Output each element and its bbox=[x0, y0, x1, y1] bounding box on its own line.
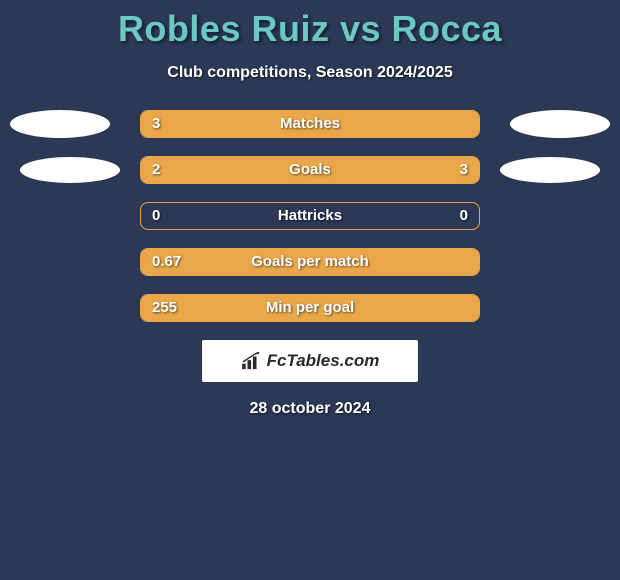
logo-box: FcTables.com bbox=[202, 340, 418, 382]
stat-row: Hattricks00 bbox=[0, 202, 620, 230]
bar-fill-left bbox=[141, 295, 479, 321]
player-marker-left bbox=[10, 110, 110, 138]
player-marker-left bbox=[20, 157, 120, 183]
bar-fill-left bbox=[141, 249, 479, 275]
bar-track bbox=[140, 156, 480, 184]
stats-area: Matches3 Goals23 Hattricks00 Goals per matc… bbox=[0, 110, 620, 322]
stat-row: Min per goal255 bbox=[0, 294, 620, 322]
bar-fill-left bbox=[141, 111, 479, 137]
stat-row: Goals per match0.67 bbox=[0, 248, 620, 276]
bar-track bbox=[140, 294, 480, 322]
bar-fill-right bbox=[276, 157, 479, 183]
logo-text: FcTables.com bbox=[267, 351, 380, 371]
bar-track bbox=[140, 110, 480, 138]
stat-row: Goals23 bbox=[0, 156, 620, 184]
subtitle: Club competitions, Season 2024/2025 bbox=[0, 64, 620, 82]
bar-track bbox=[140, 248, 480, 276]
bar-fill-left bbox=[141, 157, 276, 183]
chart-icon bbox=[241, 352, 263, 370]
bar-track bbox=[140, 202, 480, 230]
page-title: Robles Ruiz vs Rocca bbox=[0, 0, 620, 50]
player-marker-right bbox=[510, 110, 610, 138]
player-marker-right bbox=[500, 157, 600, 183]
date-label: 28 october 2024 bbox=[0, 400, 620, 418]
stat-row: Matches3 bbox=[0, 110, 620, 138]
